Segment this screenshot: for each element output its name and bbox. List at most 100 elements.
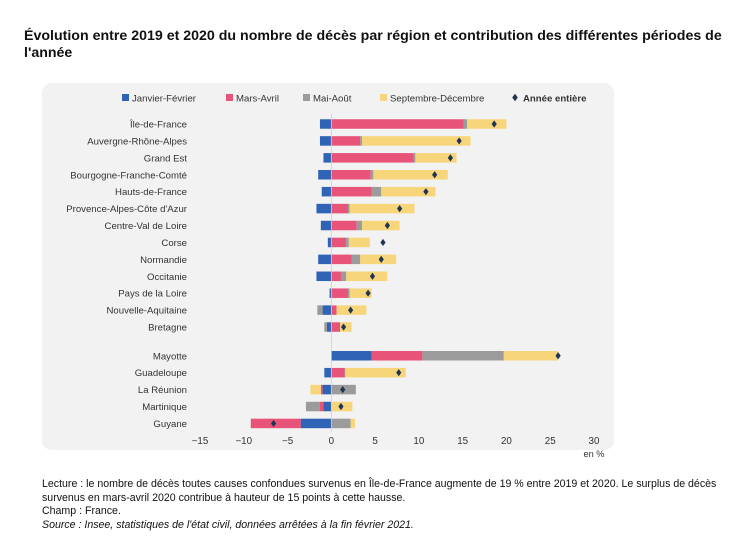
total-marker-2 (447, 154, 454, 162)
bar-1-3 (361, 136, 471, 146)
category-label-10: Pays de la Loire (118, 289, 187, 300)
bar-4-2 (371, 186, 382, 197)
total-marker-0 (491, 120, 497, 128)
total-marker-17 (270, 419, 277, 428)
legend-swatch-0 (122, 94, 129, 101)
category-label-4: Hauts-de-France (115, 187, 187, 198)
legend-diamond-marker (512, 93, 518, 102)
bar-8-3 (360, 254, 397, 265)
category-label-17: Guyane (153, 419, 187, 430)
bar-16-1 (319, 401, 324, 412)
legend-label-0: Janvier-Février (132, 94, 197, 105)
bar-12-0 (326, 322, 332, 332)
bar-8-2 (351, 254, 361, 265)
category-label-3: Bourgogne-Franche-Comté (70, 170, 187, 181)
x-tick-label-2: −5 (282, 436, 294, 447)
category-label-9: Occitanie (147, 272, 187, 283)
bar-7-2 (346, 237, 349, 248)
x-tick-label-7: 20 (501, 436, 512, 447)
bar-15-1 (320, 384, 323, 395)
bar-5-1 (331, 203, 348, 214)
total-marker-1 (456, 137, 462, 145)
category-label-16: Martinique (142, 402, 187, 413)
bar-14-3 (345, 367, 406, 378)
bar-2-0 (323, 153, 332, 163)
bar-6-1 (331, 220, 357, 231)
bar-13-0 (331, 351, 372, 361)
source-note: Source : Insee, statistiques de l'état c… (42, 518, 414, 531)
bar-6-0 (320, 220, 332, 231)
bar-4-1 (331, 186, 372, 197)
category-label-1: Auvergne-Rhône-Alpes (87, 136, 187, 147)
bar-9-2 (340, 271, 347, 282)
bar-15-3 (310, 384, 321, 395)
x-tick-label-8: 25 (545, 436, 556, 447)
total-marker-3 (432, 171, 438, 179)
bar-15-0 (322, 384, 332, 395)
bar-13-2 (422, 351, 504, 361)
bar-10-1 (331, 288, 348, 298)
x-tick-label-6: 15 (457, 436, 468, 447)
category-label-2: Grand Est (144, 153, 188, 164)
bar-8-0 (318, 254, 332, 265)
bar-16-2 (305, 401, 320, 412)
bar-14-1 (331, 367, 345, 378)
bar-5-3 (349, 203, 415, 214)
category-label-15: La Réunion (138, 385, 187, 396)
total-marker-9 (369, 272, 376, 280)
x-tick-label-0: −15 (192, 436, 209, 447)
legend-swatch-1 (226, 94, 233, 101)
bar-17-2 (331, 418, 351, 429)
category-label-8: Normandie (140, 255, 187, 266)
category-label-0: Île-de-France (129, 120, 187, 131)
total-marker-5 (397, 205, 403, 213)
x-tick-label-9: 30 (589, 436, 600, 447)
bar-17-3 (350, 418, 355, 429)
bar-2-3 (415, 153, 457, 163)
bar-0-1 (331, 119, 464, 129)
total-marker-16 (338, 402, 344, 411)
bar-10-3 (349, 288, 372, 298)
total-marker-4 (423, 188, 429, 196)
bar-3-3 (373, 170, 448, 180)
category-label-12: Bretagne (148, 323, 187, 334)
total-marker-7 (380, 238, 386, 247)
bar-3-1 (331, 170, 371, 180)
legend-label-2: Mai-Août (313, 94, 352, 105)
bar-5-0 (316, 203, 332, 214)
bar-14-2 (344, 367, 346, 378)
bar-1-0 (319, 136, 332, 146)
bar-1-1 (331, 136, 361, 146)
bar-4-0 (321, 186, 332, 197)
legend-label-1: Mars-Avril (236, 94, 279, 105)
legend-label-3: Septembre-Décembre (390, 94, 484, 105)
bar-12-1 (331, 322, 341, 332)
bar-3-2 (370, 170, 374, 180)
bar-2-1 (331, 153, 414, 163)
category-label-11: Nouvelle-Aquitaine (106, 306, 187, 317)
bar-13-1 (371, 351, 423, 361)
bar-11-1 (331, 305, 337, 315)
category-label-14: Guadeloupe (135, 368, 187, 379)
bar-12-2 (324, 322, 327, 332)
total-marker-6 (384, 221, 390, 230)
bar-0-0 (319, 119, 332, 129)
category-label-7: Corse (161, 238, 187, 249)
total-marker-15 (340, 386, 346, 394)
bar-13-3 (503, 351, 559, 361)
total-marker-14 (396, 369, 402, 377)
category-label-6: Centre-Val de Loire (105, 221, 187, 232)
total-marker-13 (555, 352, 561, 360)
bar-9-1 (331, 271, 341, 282)
category-label-13: Mayotte (153, 351, 187, 362)
total-marker-8 (378, 255, 384, 263)
bar-10-2 (347, 288, 350, 298)
bar-16-0 (323, 401, 332, 412)
bar-11-2 (317, 305, 323, 315)
legend-swatch-3 (380, 94, 387, 101)
total-marker-12 (340, 323, 347, 331)
bar-7-3 (348, 237, 370, 248)
bar-1-2 (360, 136, 362, 146)
bar-6-2 (356, 220, 362, 231)
x-axis-unit: en % (584, 449, 605, 459)
